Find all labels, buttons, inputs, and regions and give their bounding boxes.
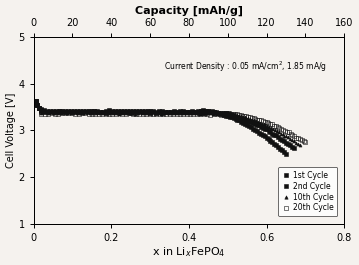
2nd Cycle (70, 110, 74, 113)
10th Cycle (172, 112, 176, 115)
1st Cycle (35, 103, 39, 106)
1st Cycle (229, 116, 234, 119)
Text: Current Density : 0.05 mA/cm$^2$, 1.85 mA/g: Current Density : 0.05 mA/cm$^2$, 1.85 m… (164, 59, 327, 74)
20th Cycle (73, 112, 77, 115)
10th Cycle (33, 100, 38, 103)
10th Cycle (298, 144, 302, 147)
1st Cycle (33, 100, 38, 103)
20th Cycle (35, 103, 39, 106)
20th Cycle (253, 117, 257, 120)
Y-axis label: Cell Voltage [V]: Cell Voltage [V] (5, 92, 15, 168)
1st Cycle (232, 117, 236, 120)
20th Cycle (251, 117, 256, 120)
Line: 20th Cycle: 20th Cycle (32, 99, 307, 144)
10th Cycle (295, 142, 300, 145)
1st Cycle (160, 110, 164, 113)
10th Cycle (71, 111, 76, 114)
1st Cycle (69, 109, 73, 112)
2nd Cycle (32, 101, 36, 105)
Legend: 1st Cycle, 2nd Cycle, 10th Cycle, 20th Cycle: 1st Cycle, 2nd Cycle, 10th Cycle, 20th C… (278, 167, 337, 216)
20th Cycle (32, 101, 36, 105)
20th Cycle (303, 140, 308, 144)
Line: 1st Cycle: 1st Cycle (32, 99, 288, 156)
X-axis label: Capacity [mAh/g]: Capacity [mAh/g] (135, 6, 243, 16)
1st Cycle (284, 153, 288, 156)
2nd Cycle (35, 103, 39, 106)
Line: 10th Cycle: 10th Cycle (32, 100, 301, 147)
10th Cycle (246, 117, 251, 120)
10th Cycle (32, 101, 36, 105)
2nd Cycle (33, 100, 38, 103)
2nd Cycle (239, 117, 243, 120)
X-axis label: x in Li$_x$FePO$_4$: x in Li$_x$FePO$_4$ (152, 246, 226, 259)
2nd Cycle (237, 116, 242, 119)
2nd Cycle (166, 111, 170, 114)
2nd Cycle (290, 145, 294, 148)
20th Cycle (178, 112, 182, 116)
10th Cycle (244, 116, 249, 120)
2nd Cycle (292, 146, 296, 149)
1st Cycle (282, 150, 286, 153)
1st Cycle (32, 101, 36, 105)
10th Cycle (35, 103, 39, 106)
20th Cycle (302, 139, 306, 143)
Line: 2nd Cycle: 2nd Cycle (32, 100, 295, 149)
20th Cycle (33, 100, 38, 103)
